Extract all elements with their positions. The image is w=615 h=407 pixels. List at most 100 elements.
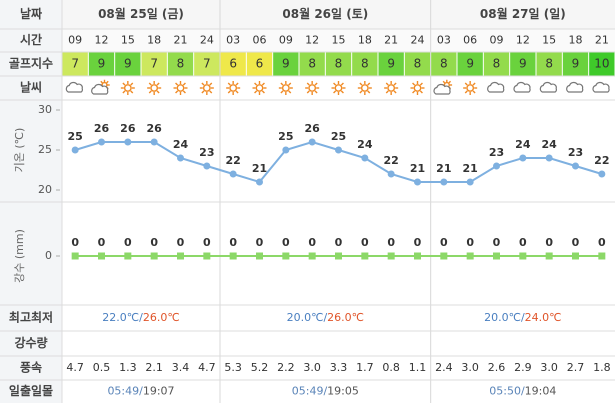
golf-cell <box>220 52 246 76</box>
wind-speed: 0.5 <box>93 361 111 374</box>
wind-speed: 3.4 <box>172 361 190 374</box>
sun-ray <box>464 90 468 94</box>
golf-cell <box>88 52 115 76</box>
date-header: 08월 27일 (일) <box>480 6 566 21</box>
date-header: 08월 26일 (토) <box>282 6 368 21</box>
golf-index: 10 <box>594 57 609 71</box>
data-label: 0 <box>177 236 185 249</box>
wind-speed: 2.1 <box>145 361 163 374</box>
data-label: 21 <box>252 162 267 175</box>
sunrise-sunset: 05:50/19:04 <box>489 385 556 398</box>
golf-index: 8 <box>177 57 185 71</box>
data-label: 0 <box>98 236 106 249</box>
sunrise: 05:49/ <box>292 385 328 398</box>
point <box>598 252 606 260</box>
wind-speed: 0.8 <box>382 361 400 374</box>
time-label: 18 <box>569 34 583 47</box>
sun-ray <box>175 90 179 94</box>
data-label: 24 <box>515 138 531 151</box>
sun-ray <box>175 82 179 86</box>
point <box>572 162 579 170</box>
point <box>203 252 211 260</box>
point <box>545 154 553 162</box>
point <box>124 138 132 146</box>
min-temp: 22.0℃/ <box>102 311 143 324</box>
row-label: 시간 <box>20 32 42 47</box>
data-label: 24 <box>357 138 373 151</box>
wind-speed: 1.3 <box>119 361 137 374</box>
sun-icon <box>226 81 241 95</box>
y-axis-title: 강수 (mm) <box>13 229 26 283</box>
time-label: 09 <box>279 34 293 47</box>
golf-cell <box>352 52 378 76</box>
sun-icon <box>147 81 162 95</box>
cloud-icon <box>65 81 83 93</box>
sun-ray <box>130 82 134 86</box>
point <box>124 252 132 260</box>
cloud-icon <box>487 81 505 93</box>
time-label: 15 <box>542 34 556 47</box>
wind-speed: 1.7 <box>356 361 374 374</box>
data-label: 0 <box>308 236 316 249</box>
sun-core <box>466 84 475 92</box>
time-label: 03 <box>437 34 451 47</box>
data-label: 0 <box>282 236 290 249</box>
point <box>229 252 237 260</box>
golf-index: 7 <box>203 57 211 71</box>
point <box>335 146 342 154</box>
point <box>545 252 553 260</box>
row-label: 풍속 <box>20 361 42 375</box>
data-label: 0 <box>466 236 474 249</box>
data-label: 26 <box>147 122 163 135</box>
data-label: 0 <box>572 236 580 249</box>
sun-core <box>334 84 343 92</box>
time-label: 18 <box>358 34 372 47</box>
golf-cell <box>457 52 483 76</box>
sun-icon <box>173 81 188 95</box>
sun-ray <box>393 90 397 94</box>
golf-index: 8 <box>308 57 316 71</box>
sun-ray <box>419 82 423 86</box>
row-label: 일출일몰 <box>9 383 53 398</box>
data-label: 0 <box>203 236 211 249</box>
sun-ray <box>261 82 265 86</box>
cloud-icon <box>566 81 584 93</box>
data-label: 0 <box>256 236 264 249</box>
sun-ray <box>261 90 265 94</box>
golf-cell <box>404 52 431 76</box>
point <box>150 252 158 260</box>
sun-core <box>387 84 396 92</box>
sun-ray <box>201 90 205 94</box>
data-label: 0 <box>387 236 395 249</box>
data-label: 25 <box>68 130 83 143</box>
point <box>71 252 79 260</box>
golf-index: 9 <box>387 57 395 71</box>
wind-speed: 1.1 <box>409 361 427 374</box>
golf-index: 9 <box>466 57 474 71</box>
sun-icon <box>252 81 267 95</box>
data-label: 26 <box>120 122 136 135</box>
sunrise: 05:49/ <box>107 385 143 398</box>
data-label: 0 <box>335 236 343 249</box>
golf-cell <box>378 52 404 76</box>
golf-cell <box>115 52 141 76</box>
sun-core <box>281 84 290 92</box>
sun-ray <box>280 82 284 86</box>
row-label: 최고최저 <box>9 310 53 325</box>
time-label: 06 <box>463 34 477 47</box>
date-header: 08월 25일 (금) <box>98 6 184 21</box>
golf-cell <box>167 52 194 76</box>
cloud-icon <box>513 81 531 93</box>
sun-ray <box>106 80 109 84</box>
sun-icon <box>120 81 135 95</box>
min-temp: 20.0℃/ <box>287 311 328 324</box>
point <box>572 252 579 260</box>
data-label: 25 <box>331 130 346 143</box>
time-label: 15 <box>121 34 135 47</box>
time-label: 12 <box>95 34 109 47</box>
sun-ray <box>227 82 231 86</box>
max-temp: 26.0℃ <box>143 311 180 324</box>
sun-ray <box>201 82 205 86</box>
